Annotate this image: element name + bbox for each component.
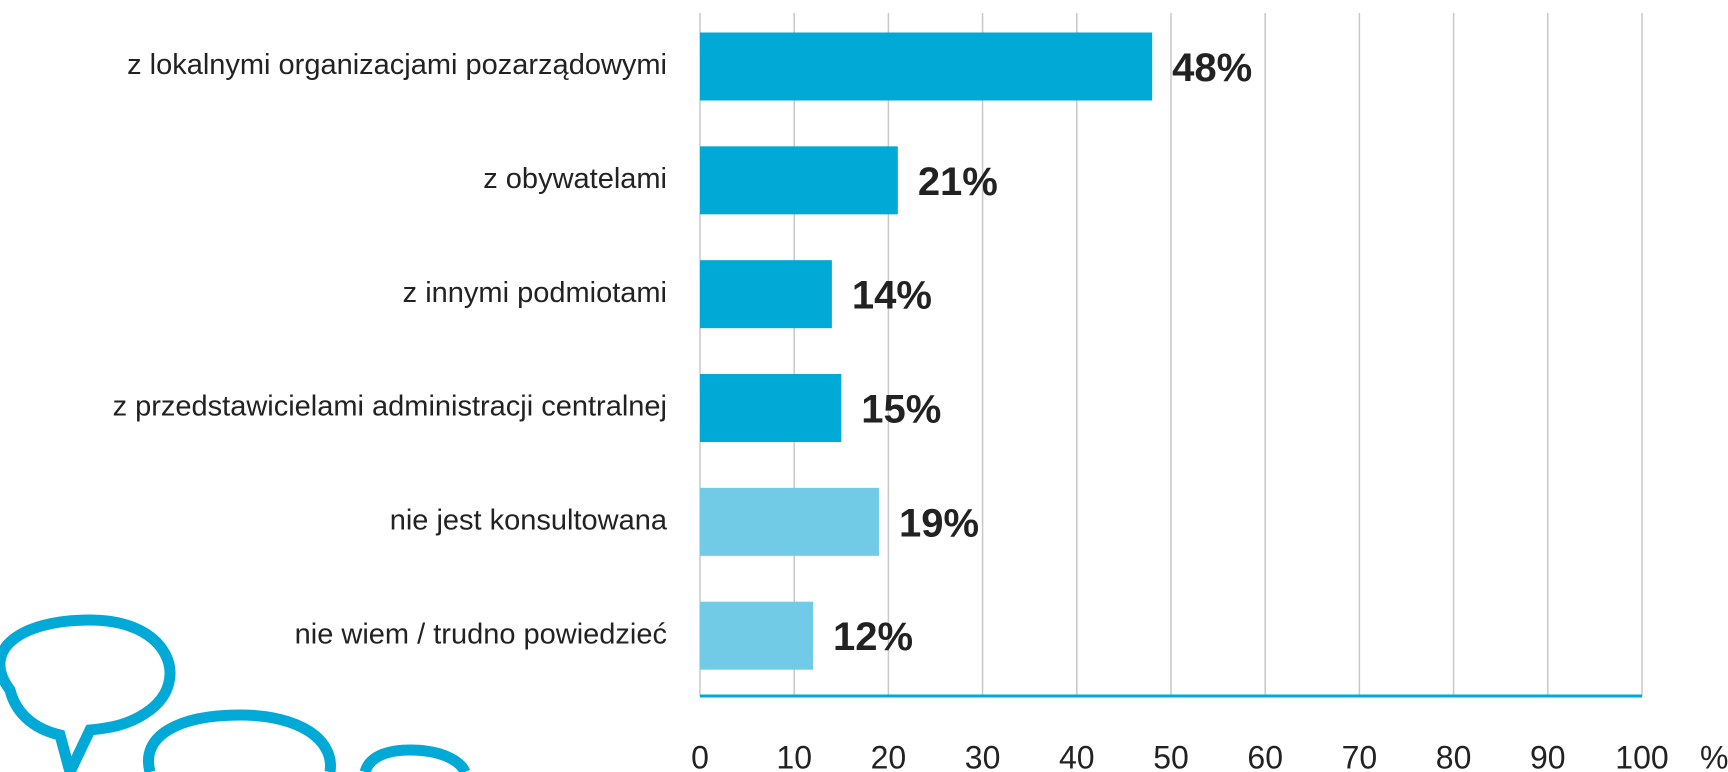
speech-bubbles: [0, 614, 471, 772]
x-tick-label: 30: [965, 739, 1001, 772]
value-label: 15%: [861, 388, 941, 432]
x-axis-unit: %: [1700, 739, 1728, 772]
x-tick-label: 100: [1615, 739, 1668, 772]
x-tick-label: 60: [1247, 739, 1283, 772]
x-tick-label: 10: [776, 739, 812, 772]
value-label: 12%: [833, 615, 913, 659]
x-tick-label: 70: [1342, 739, 1378, 772]
bar: [700, 146, 898, 215]
bar: [700, 374, 842, 443]
category-label: z obywatelami: [483, 163, 667, 195]
bar: [700, 260, 832, 329]
x-tick-label: 80: [1436, 739, 1472, 772]
value-label: 48%: [1172, 46, 1252, 90]
category-label: z przedstawicielami administracji centra…: [113, 391, 667, 423]
x-tick-label: 90: [1530, 739, 1566, 772]
bar: [700, 487, 879, 556]
category-label: nie jest konsultowana: [390, 504, 668, 536]
value-label: 19%: [899, 501, 979, 545]
category-label: z lokalnymi organizacjami pozarządowymi: [127, 49, 667, 81]
x-tick-label: 40: [1059, 739, 1095, 772]
category-label: z innymi podmiotami: [403, 277, 667, 309]
bar: [700, 601, 814, 670]
x-tick-label: 0: [691, 739, 709, 772]
value-label: 21%: [918, 160, 998, 204]
x-tick-label: 20: [871, 739, 907, 772]
category-label: nie wiem / trudno powiedzieć: [295, 618, 667, 650]
value-label: 14%: [852, 274, 932, 318]
x-tick-label: 50: [1153, 739, 1189, 772]
bar: [700, 32, 1153, 101]
